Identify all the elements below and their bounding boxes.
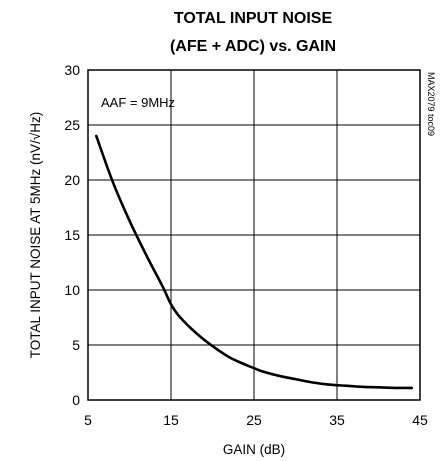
x-tick-label: 5 (84, 412, 92, 428)
y-tick-label: 25 (64, 117, 80, 133)
x-tick-label: 45 (412, 412, 428, 428)
chart-title-line-2: (AFE + ADC) vs. GAIN (170, 38, 336, 55)
y-tick-label: 15 (64, 227, 80, 243)
x-tick-label: 25 (246, 412, 262, 428)
x-tick-label: 15 (163, 412, 179, 428)
y-axis-label: TOTAL INPUT NOISE AT 5MHz (nV/√Hz) (28, 112, 43, 358)
x-axis-label: GAIN (dB) (223, 442, 285, 457)
x-tick-label: 35 (329, 412, 345, 428)
y-tick-label: 5 (72, 337, 80, 353)
annotation-aaf: AAF = 9MHz (101, 95, 175, 110)
chart-title-line-1: TOTAL INPUT NOISE (174, 10, 333, 27)
y-tick-label: 30 (64, 62, 80, 78)
figure-id-label: MAX2079 toc09 (426, 72, 436, 136)
plot-frame (87, 69, 421, 401)
y-tick-label: 0 (72, 392, 80, 408)
y-tick-label: 10 (64, 282, 80, 298)
noise-curve (95, 134, 413, 390)
y-tick-label: 20 (64, 172, 80, 188)
grid (88, 70, 420, 400)
